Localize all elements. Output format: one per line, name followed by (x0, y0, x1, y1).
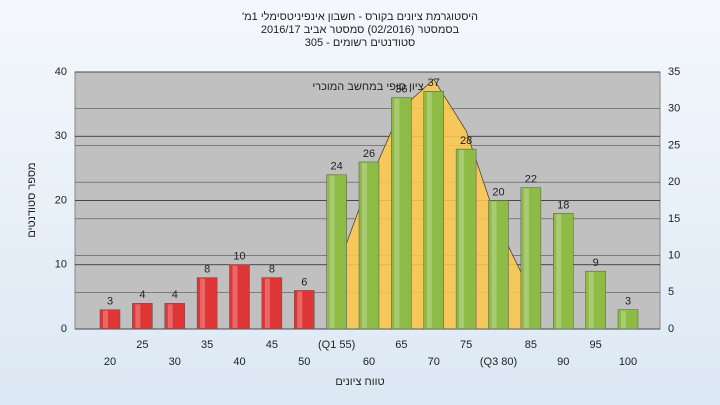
y2-tick-label: 0 (668, 323, 674, 335)
bar (99, 309, 121, 330)
x-tick-label: 70 (428, 356, 440, 368)
y2-tick-label: 30 (668, 103, 680, 115)
bar-shine (200, 278, 206, 328)
x-tick-label: 30 (169, 356, 181, 368)
y2-tick-label: 20 (668, 176, 680, 188)
annotation: ציון סופי במחשב המוכרי (312, 81, 423, 93)
chart-subtitle: בסמסטר (02/2016) סמסטר אביב 2016/17 (261, 24, 460, 36)
data-label: 26 (363, 148, 375, 160)
bar (132, 303, 153, 330)
y2-tick-label: 35 (668, 66, 680, 78)
y2-tick-label: 5 (668, 286, 674, 298)
bar-shine (394, 98, 400, 328)
bar-shine (523, 188, 529, 328)
y-tick-label: 10 (55, 259, 67, 271)
data-label: 8 (204, 264, 210, 276)
x-tick-label: 60 (363, 356, 375, 368)
bar (617, 309, 639, 330)
bar-shine (426, 92, 432, 329)
x-tick-label: (Q3 80) (480, 356, 517, 368)
bar (455, 148, 477, 330)
data-label: 8 (269, 264, 275, 276)
x-tick-label: 90 (557, 356, 569, 368)
y2-tick-label: 10 (668, 249, 680, 261)
bar-shine (621, 310, 626, 328)
x-tick-label: 85 (525, 339, 537, 351)
bar-shine (297, 291, 303, 328)
bar-shine (167, 304, 173, 328)
bar (261, 277, 283, 330)
data-label: 3 (625, 296, 631, 308)
x-tick-label: (Q1 55) (318, 339, 355, 351)
y-tick-label: 40 (55, 66, 67, 78)
data-label: 18 (557, 199, 569, 211)
data-label: 28 (460, 135, 472, 147)
y-tick-label: 30 (55, 130, 67, 142)
data-label: 24 (331, 161, 343, 173)
bar (294, 290, 315, 330)
data-label: 20 (492, 186, 504, 198)
bar (326, 174, 347, 330)
x-tick-label: 35 (201, 339, 213, 351)
bar-shine (459, 150, 465, 328)
x-tick-label: 95 (590, 339, 602, 351)
data-label: 3 (107, 296, 113, 308)
bar (358, 161, 380, 330)
y2-tick-label: 15 (668, 213, 680, 225)
bar-shine (588, 272, 594, 328)
x-tick-label: 20 (104, 356, 116, 368)
bar (553, 213, 574, 330)
data-label: 10 (233, 251, 245, 263)
x-tick-label: 75 (460, 339, 472, 351)
bar-shine (556, 214, 562, 328)
data-label: 4 (139, 289, 145, 301)
x-tick-label: 65 (395, 339, 407, 351)
bar-shine (232, 265, 238, 328)
x-axis-label: טווח ציונים (335, 376, 384, 388)
bar-shine (264, 278, 270, 328)
bar (229, 264, 250, 330)
data-label: 4 (172, 289, 178, 301)
x-tick-label: 25 (136, 339, 148, 351)
y-axis-label: מספר סטודנטים (26, 162, 38, 237)
x-tick-label: 100 (619, 356, 637, 368)
chart-title: היסטוגרמת ציונים בקורס - חשבון אינפיניטס… (242, 10, 478, 23)
bar (164, 303, 185, 330)
bar-shine (135, 304, 141, 328)
bar (196, 277, 218, 330)
bar-shine (103, 310, 108, 328)
x-tick-label: 50 (298, 356, 310, 368)
x-tick-label: 45 (266, 339, 278, 351)
data-label: 37 (428, 77, 440, 89)
x-tick-label: 40 (233, 356, 245, 368)
bar-shine (362, 162, 367, 328)
bar-shine (329, 175, 335, 328)
bar-shine (491, 201, 497, 328)
y-tick-label: 20 (55, 194, 67, 206)
bar (488, 200, 509, 330)
bar (423, 91, 444, 330)
data-label: 6 (301, 276, 307, 288)
bar (585, 270, 606, 330)
data-label: 36 (395, 84, 407, 96)
y-tick-label: 0 (61, 323, 67, 335)
bar (391, 97, 412, 330)
data-label: 22 (525, 174, 537, 186)
chart-subtitle: סטודנטים רשומים - 305 (305, 37, 416, 49)
bar (520, 187, 542, 330)
data-label: 9 (593, 257, 599, 269)
y2-tick-label: 25 (668, 139, 680, 151)
